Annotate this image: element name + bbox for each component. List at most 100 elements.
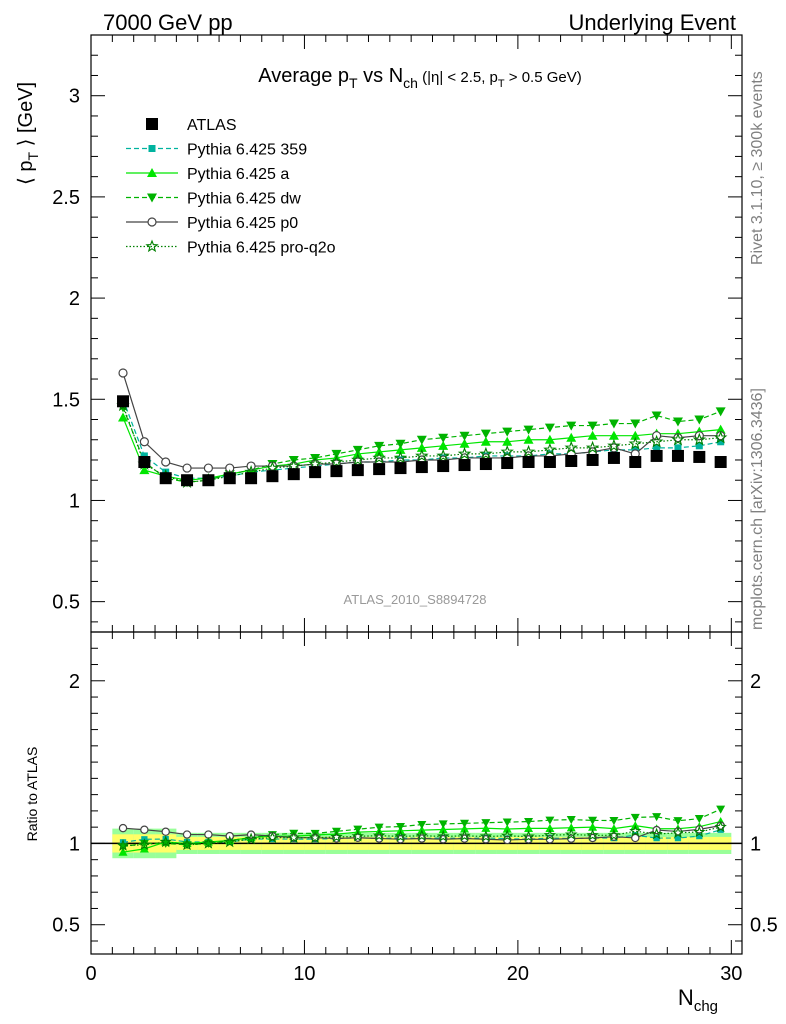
y-tick-label: 1 xyxy=(69,490,80,512)
ratio-point-py359 xyxy=(674,834,682,842)
point-pyq2o xyxy=(436,448,450,462)
point-pya xyxy=(118,412,129,422)
ratio-point-pydw xyxy=(502,818,512,827)
ratio-point-pyq2o xyxy=(394,829,407,842)
point-pya xyxy=(523,434,534,444)
ratio-y-tick-label-right: 2 xyxy=(750,671,761,693)
point-data xyxy=(415,461,428,474)
ratio-point-pydw xyxy=(609,816,619,826)
legend-marker-pya xyxy=(147,168,157,177)
point-pydw xyxy=(459,431,470,441)
ratio-point-pyq2o xyxy=(522,830,535,842)
mcplots-label: mcplots.cern.ch [arXiv:1306.3436] xyxy=(749,388,766,630)
ratio-point-pyp0 xyxy=(182,830,192,839)
point-py359 xyxy=(674,444,682,452)
ratio-point-pyp0 xyxy=(118,823,128,833)
point-data xyxy=(245,472,258,485)
ratio-point-pyq2o xyxy=(501,829,514,842)
point-data xyxy=(223,472,236,485)
point-pya xyxy=(139,465,150,475)
ratio-y-tick-label-right: 1 xyxy=(750,833,761,855)
point-pya xyxy=(502,436,513,446)
point-pya xyxy=(587,430,598,440)
header-left: 7000 GeV pp xyxy=(103,10,233,35)
point-pya xyxy=(566,432,577,442)
point-pydw xyxy=(416,435,427,445)
ratio-point-pya xyxy=(502,824,512,833)
analysis-id: ATLAS_2010_S8894728 xyxy=(344,592,487,607)
ratio-point-pyq2o xyxy=(244,832,258,845)
ratio-point-pydw xyxy=(417,820,427,830)
y-tick-label: 2 xyxy=(69,288,80,310)
ratio-point-pyp0 xyxy=(140,825,149,834)
legend: ATLAS Pythia 6.425 359 Pythia 6.425 a Pythi… xyxy=(126,117,336,257)
ratio-point-pyq2o xyxy=(415,829,428,841)
ratio-point-pyq2o xyxy=(266,831,279,843)
ratio-point-pyq2o xyxy=(351,829,364,842)
ratio-point-pydw xyxy=(395,822,405,832)
point-pyq2o xyxy=(393,450,408,464)
ratio-point-pydw xyxy=(438,820,448,829)
ratio-point-pyq2o xyxy=(607,828,621,841)
point-data xyxy=(650,449,663,462)
point-pyq2o xyxy=(372,450,386,464)
point-pyq2o xyxy=(564,440,579,454)
ratio-point-pydw xyxy=(481,819,491,828)
x-tick-label: 20 xyxy=(507,963,529,985)
point-pydw xyxy=(502,427,513,437)
point-pyp0 xyxy=(182,463,192,473)
point-data xyxy=(287,468,300,481)
point-pyq2o xyxy=(543,442,557,456)
point-pyq2o xyxy=(500,444,514,458)
point-data xyxy=(629,456,642,469)
ratio-point-pydw xyxy=(139,839,149,848)
point-data xyxy=(543,456,556,469)
ratio-point-pyq2o xyxy=(671,826,685,839)
point-pydw xyxy=(480,429,491,439)
point-pya xyxy=(416,442,427,452)
ratio-point-pyp0 xyxy=(631,833,640,843)
legend-label-pya: Pythia 6.425 a xyxy=(187,166,289,183)
ratio-point-pyq2o xyxy=(202,836,215,849)
point-pya xyxy=(480,436,491,446)
point-data xyxy=(138,456,151,469)
ratio-point-pyq2o xyxy=(586,828,599,841)
ratio-point-pydw xyxy=(673,817,683,826)
point-pyp0 xyxy=(161,457,171,467)
point-pyq2o xyxy=(713,430,728,444)
ratio-point-pydw xyxy=(566,815,576,825)
point-data xyxy=(117,395,130,408)
point-data xyxy=(671,449,684,462)
ratio-point-pyq2o xyxy=(287,831,301,844)
point-pyq2o xyxy=(479,446,493,460)
point-data xyxy=(202,474,215,487)
point-pyq2o xyxy=(692,432,706,446)
point-data xyxy=(309,466,322,479)
point-pydw xyxy=(331,449,342,459)
point-pya xyxy=(438,440,449,450)
point-data xyxy=(565,454,578,467)
point-pyq2o xyxy=(671,432,685,446)
ratio-point-pyq2o xyxy=(629,824,642,837)
point-pydw xyxy=(651,411,662,421)
point-pydw xyxy=(352,445,363,455)
point-data xyxy=(607,451,620,464)
ratio-point-pyq2o xyxy=(437,829,450,842)
legend-marker-pyp0 xyxy=(147,217,157,227)
point-pya xyxy=(459,438,470,448)
x-tick-label: 10 xyxy=(293,963,315,985)
point-pydw xyxy=(672,417,683,427)
ratio-point-pya xyxy=(566,823,576,832)
legend-label-pydw: Pythia 6.425 dw xyxy=(187,191,301,208)
point-data xyxy=(586,453,599,466)
point-data xyxy=(714,456,727,469)
ratio-point-pyq2o xyxy=(308,831,322,843)
point-pydw xyxy=(438,433,449,443)
x-axis-label: Nchg xyxy=(678,985,718,1015)
point-pyq2o xyxy=(628,436,642,450)
ratio-point-pyq2o xyxy=(458,829,471,842)
ratio-point-pydw xyxy=(630,813,640,822)
point-pydw xyxy=(715,407,726,417)
point-pya xyxy=(544,434,555,444)
ratio-point-pydw xyxy=(652,813,662,822)
